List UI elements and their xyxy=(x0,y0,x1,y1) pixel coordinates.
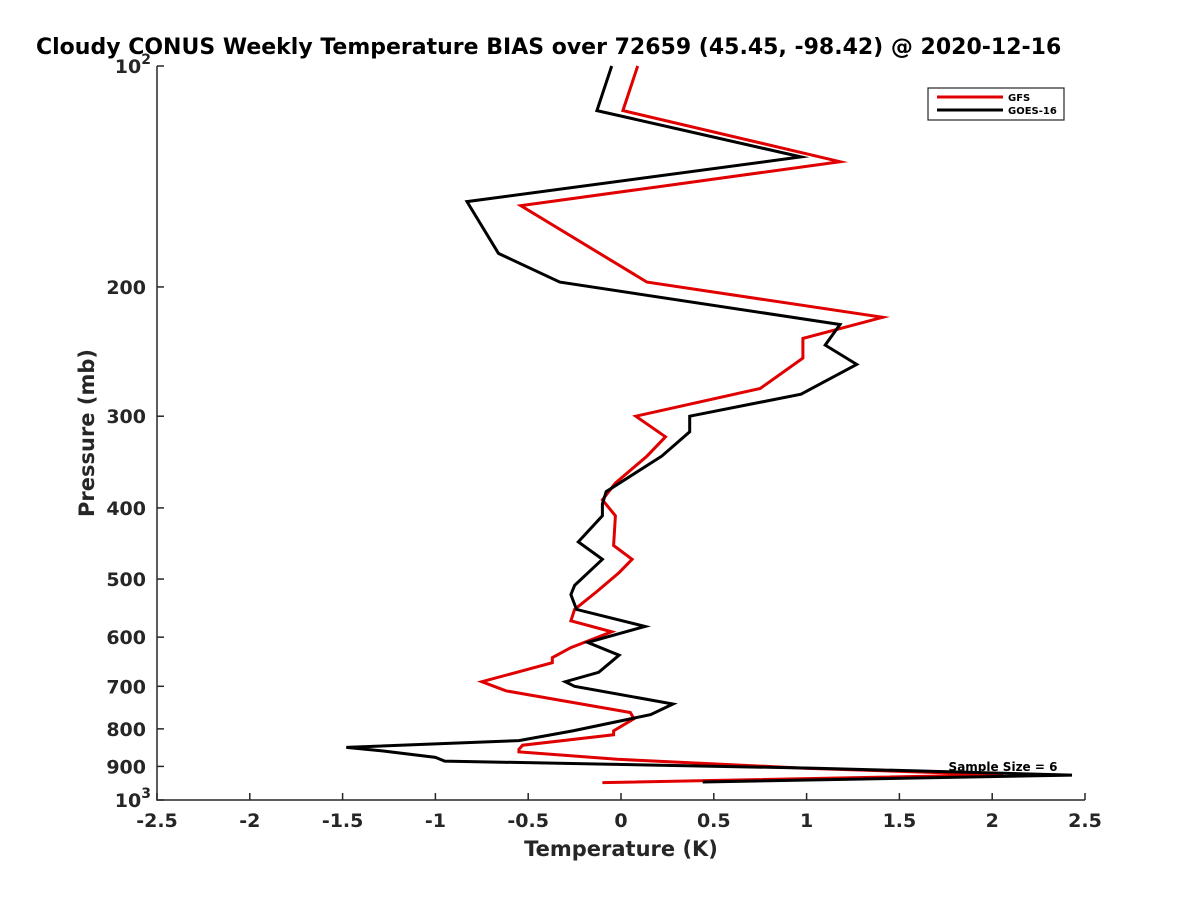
x-tick-label: -0.5 xyxy=(507,810,549,832)
y-tick-base: 500 xyxy=(106,569,146,591)
x-tick-label: 1 xyxy=(800,810,813,832)
x-tick-label: -2 xyxy=(239,810,260,832)
y-tick-label: 700 xyxy=(106,676,146,698)
y-tick-base: 900 xyxy=(106,756,146,778)
y-tick-label: 400 xyxy=(106,498,146,520)
legend-label: GFS xyxy=(1008,93,1030,104)
x-tick-label: -2.5 xyxy=(136,810,178,832)
x-tick-label: 1.5 xyxy=(883,810,917,832)
y-axis-label: Pressure (mb) xyxy=(75,349,99,517)
sample-size-annotation: Sample Size = 6 xyxy=(949,760,1058,774)
y-tick-base: 600 xyxy=(106,627,146,649)
y-tick-label: 900 xyxy=(106,756,146,778)
y-tick-base: 200 xyxy=(106,277,146,299)
y-tick-base: 10 xyxy=(115,56,141,78)
x-axis-label: Temperature (K) xyxy=(524,837,718,861)
y-tick-base: 400 xyxy=(106,498,146,520)
series-line-goes-16 xyxy=(346,65,1073,784)
x-tick-label: 2 xyxy=(986,810,999,832)
y-tick-label: 800 xyxy=(106,719,146,741)
y-tick-base: 700 xyxy=(106,676,146,698)
y-tick-base: 10 xyxy=(115,790,141,812)
chart-title: Cloudy CONUS Weekly Temperature BIAS ove… xyxy=(36,35,1061,60)
y-tick-base: 300 xyxy=(106,406,146,428)
series-line-gfs xyxy=(476,65,1004,785)
y-tick-label: 103 xyxy=(115,786,151,812)
legend-items: GFS GOES-16 xyxy=(937,93,1057,117)
y-tick-label: 300 xyxy=(106,406,146,428)
x-tick-label: -1 xyxy=(425,810,446,832)
legend-box xyxy=(927,87,1065,121)
legend-label: GOES-16 xyxy=(1008,106,1057,117)
x-tick-label: 2.5 xyxy=(1068,810,1102,832)
x-tick-label: 0 xyxy=(614,810,627,832)
x-axis-ticks: -2.5 -2 -1.5 -1 -0.5 0 0.5 1 1.5 2 2.5 xyxy=(136,793,1102,832)
x-tick-label: 0.5 xyxy=(697,810,731,832)
y-tick-label: 600 xyxy=(106,627,146,649)
y-tick-label: 200 xyxy=(106,277,146,299)
y-tick-exponent: 3 xyxy=(141,786,151,802)
legend: GFS GOES-16 xyxy=(927,87,1065,121)
series-layer xyxy=(346,65,1073,785)
y-tick-label: 500 xyxy=(106,569,146,591)
y-tick-exponent: 2 xyxy=(141,52,151,68)
y-tick-label: 102 xyxy=(115,52,151,78)
y-tick-base: 800 xyxy=(106,719,146,741)
x-tick-label: -1.5 xyxy=(322,810,364,832)
axes-frame xyxy=(156,66,1085,801)
plot-area: -2.5 -2 -1.5 -1 -0.5 0 0.5 1 1.5 2 2.5 10220030040… xyxy=(106,52,1102,832)
